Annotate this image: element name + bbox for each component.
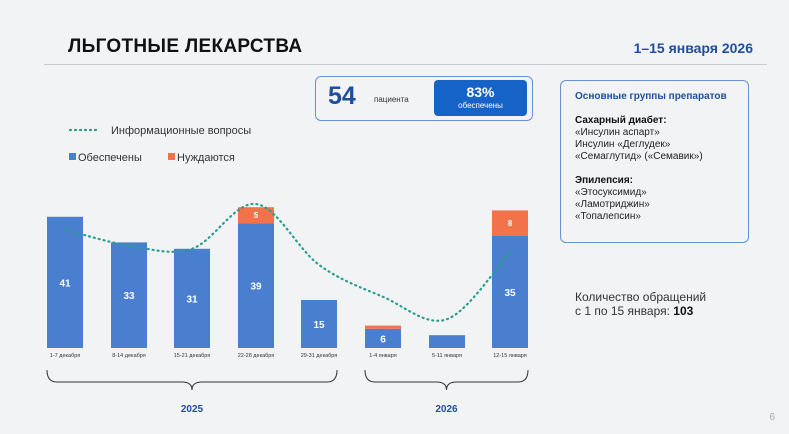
trend-line [63,202,512,322]
legend-label: Обеспечены [78,152,142,164]
requests-line2: с 1 по 15 января: [575,304,670,318]
drug-groups-heading: Основные группы препаратов [575,91,727,102]
drug-item: «Ламотриджин» [575,199,650,210]
requests-summary: Количество обращений с 1 по 15 января: 1… [575,290,706,318]
x-tick-label: 15-21 декабря [174,353,211,359]
x-tick-label: 1-4 января [369,353,396,359]
patients-count: 54 [328,82,356,110]
bar-needed [238,207,274,224]
bar-value-label: 39 [250,282,262,293]
requests-line1: Количество обращений [575,290,707,304]
drug-item: «Семаглутид» («Семавик») [575,151,703,162]
bar-provided [47,216,83,348]
bar-value-label: 41 [59,278,71,289]
year-label: 2026 [435,404,458,415]
bar-value-label: 6 [380,334,386,345]
x-tick-label: 5-11 января [432,353,462,359]
drug-groups-panel: Основные группы препаратов Сахарный диаб… [560,80,749,243]
bar-provided [492,236,528,348]
x-tick-label: 22-28 декабря [238,353,275,359]
requests-count: 103 [673,304,694,318]
bar-provided [429,335,465,348]
year-label: 2025 [181,404,204,415]
bar-value-label: 33 [123,291,135,302]
legend-swatch-needed [168,153,175,160]
bar-provided [238,223,274,348]
bar-value-label: 15 [313,320,325,331]
legend-label: Информационные вопросы [111,125,251,137]
drug-item: Инсулин «Деглудек» [575,139,671,150]
provided-percent: 83% [466,84,495,100]
bar-provided [301,300,337,348]
drug-category: Эпилепсия: [575,175,633,186]
x-tick-label: 12-15 января [493,353,527,359]
legend-label: Нуждаются [177,152,235,164]
provided-label: обеспечены [458,101,503,110]
drug-item: «Этосуксимид» [575,187,647,198]
drug-item: «Инсулин аспарт» [575,127,660,138]
year-brace [364,369,529,391]
patients-label: пациента [374,95,409,104]
bar-value-label: 31 [186,294,198,305]
header-divider [44,64,767,65]
page-number: 6 [769,412,775,423]
year-brace [46,369,338,391]
bar-provided [174,248,210,348]
bar-needed [492,210,528,236]
legend-swatch-provided [69,153,76,160]
provided-badge: 83% обеспечены [434,80,527,116]
x-tick-label: 8-14 декабря [112,353,146,359]
bar-provided [111,242,147,348]
bar-value-label: 8 [508,219,513,228]
x-tick-label: 1-7 декабря [50,353,80,359]
bar-value-label: 5 [254,211,259,220]
bar-needed [365,325,401,329]
bar-provided [365,328,401,348]
page-title: ЛЬГОТНЫЕ ЛЕКАРСТВА [68,36,303,57]
x-tick-label: 29-31 декабря [301,353,338,359]
period-label: 1–15 января 2026 [633,40,753,56]
kpi-card: 54 пациента 83% обеспечены [315,76,533,121]
bar-value-label: 35 [504,288,516,299]
drug-item: «Топалепсин» [575,211,641,222]
drug-category: Сахарный диабет: [575,115,667,126]
